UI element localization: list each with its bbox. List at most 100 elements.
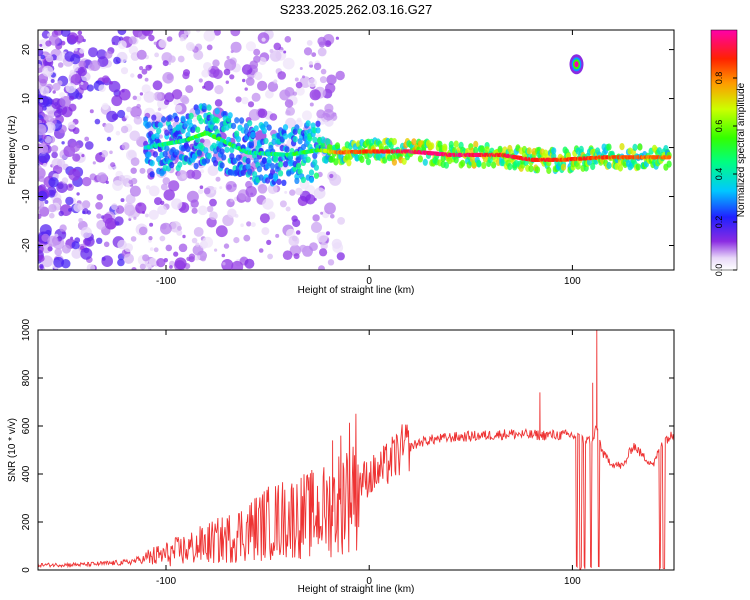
spectrogram-noise-blob: [39, 206, 50, 217]
spectrogram-noise-blob: [44, 200, 49, 204]
spectrogram-noise-blob: [301, 110, 313, 121]
spectrogram-noise-blob: [109, 150, 113, 155]
spectrogram-y-label: Frequency (Hz): [7, 116, 18, 185]
spectrogram-noise-blob: [148, 185, 160, 197]
spectrogram-noise-blob: [79, 52, 85, 58]
spectrogram-noise-blob: [144, 77, 149, 82]
spectrogram-noise-blob: [285, 206, 291, 212]
spectrogram-noise-blob: [57, 158, 66, 168]
spectrogram-noise-blob: [230, 198, 234, 203]
spectrogram-noise-blob: [242, 78, 246, 83]
spectrogram-ridge-halo: [312, 159, 318, 166]
spectrogram-noise-blob: [240, 223, 244, 227]
spectrogram-noise-blob: [156, 258, 166, 268]
spectrogram-noise-blob: [160, 222, 172, 235]
spectrogram-noise-blob: [327, 259, 335, 266]
spectrogram-noise-blob: [275, 233, 280, 238]
spectrogram-ridge-halo: [226, 136, 232, 144]
spectrogram-noise-blob: [130, 106, 142, 118]
snr-frame: [37, 329, 675, 571]
spectrogram-noise-blob: [249, 176, 253, 180]
spectrogram-noise-blob: [38, 124, 47, 136]
spectrogram-ridge-halo: [195, 126, 201, 133]
spectrogram-noise-blob: [148, 209, 159, 220]
spectrogram-ridge-halo: [164, 145, 170, 152]
spectrogram-marks: [38, 30, 672, 270]
spectrogram-noise-blob: [68, 168, 81, 181]
spectrogram-noise-blob: [38, 175, 45, 183]
spectrogram-noise-blob: [47, 33, 51, 37]
spectrogram-noise-blob: [54, 248, 62, 256]
spectrogram-noise-blob: [56, 55, 63, 62]
spectrogram-noise-blob: [330, 214, 335, 219]
spectrogram-ridge-halo: [295, 162, 302, 170]
spectrogram-ridge-halo: [575, 162, 581, 170]
spectrogram-noise-blob: [283, 50, 287, 54]
spectrogram-noise-blob: [247, 101, 255, 108]
spectrogram-noise-blob: [148, 34, 155, 42]
spectrogram-noise-blob: [77, 30, 83, 36]
spectrogram-ridge-halo: [359, 155, 365, 163]
spectrogram-noise-blob: [181, 174, 187, 179]
spectrogram-noise-blob: [258, 57, 267, 65]
spectrogram-ridge-halo: [294, 124, 300, 131]
spectrogram-noise-blob: [222, 259, 233, 270]
spectrogram-noise-blob: [225, 80, 229, 84]
spectrogram-noise-blob: [226, 55, 230, 60]
spectrogram-noise-blob: [224, 58, 237, 71]
spectrogram-noise-blob: [182, 72, 190, 80]
spectrogram-ridge-halo: [401, 157, 407, 165]
spectrogram-ridge-halo: [227, 112, 233, 119]
spectrogram-noise-blob: [227, 208, 237, 218]
spectrogram-noise-blob: [177, 55, 185, 63]
spectrogram-noise-blob: [212, 69, 223, 80]
snr-y-tick-label: 200: [21, 513, 32, 530]
spectrogram-ridge-halo: [310, 122, 316, 129]
spectrogram-noise-blob: [96, 237, 103, 244]
spectrogram-ridge-halo: [453, 140, 459, 148]
spectrogram-noise-blob: [198, 188, 204, 195]
spectrogram-noise-blob: [158, 134, 163, 139]
spectrogram-noise-blob: [289, 244, 302, 257]
spectrogram-noise-blob: [78, 218, 83, 223]
spectrogram-noise-blob: [317, 47, 327, 57]
spectrogram-noise-blob: [95, 80, 99, 84]
colorbar-label: Normalized spectral amplitude: [736, 82, 747, 217]
spectrogram-x-tick-label: -100: [156, 276, 176, 287]
spectrogram-ridge-halo: [235, 154, 241, 161]
spectrogram-ridge-halo: [460, 159, 466, 167]
spectrogram-noise-blob: [313, 62, 322, 71]
spectrogram-ridge-halo: [635, 163, 641, 171]
spectrogram-noise-blob: [254, 71, 263, 81]
spectrogram-noise-blob: [233, 237, 240, 244]
spectrogram-noise-blob: [203, 187, 211, 195]
spectrogram-noise-blob: [229, 74, 235, 80]
spectrogram-noise-blob: [72, 153, 81, 162]
spectrogram-ridge-halo: [297, 168, 303, 175]
spectrogram-noise-blob: [86, 84, 94, 92]
snr-y-ticks: 0 200 400 600 800 1000: [21, 318, 674, 573]
spectrogram-noise-blob: [81, 154, 85, 158]
spectrogram-ridge-halo: [252, 171, 258, 178]
spectrogram-noise-blob: [124, 202, 134, 212]
spectrogram-noise-blob: [299, 244, 307, 253]
spectrogram-noise-blob: [261, 227, 270, 236]
spectrogram-noise-blob: [38, 164, 42, 172]
spectrogram-noise-blob: [302, 75, 305, 79]
spectrogram-noise-blob: [132, 95, 137, 101]
spectrogram-noise-blob: [306, 40, 313, 46]
spectrogram-noise-blob: [69, 95, 75, 101]
spectrogram-noise-blob: [203, 30, 216, 42]
spectrogram-isolated-peak: [574, 61, 579, 68]
spectrogram-noise-blob: [288, 235, 300, 247]
spectrogram-ridge-halo: [162, 150, 168, 158]
spectrogram-noise-blob: [223, 68, 231, 76]
spectrogram-noise-blob: [101, 102, 109, 110]
spectrogram-noise-blob: [115, 130, 121, 136]
spectrogram-noise-blob: [111, 95, 123, 107]
spectrogram-ridge-halo: [617, 164, 624, 172]
spectrogram-noise-blob: [153, 41, 157, 45]
colorbar-tick-label: 0.6: [714, 120, 724, 133]
spectrogram-noise-blob: [244, 87, 248, 91]
spectrogram-ridge-halo: [253, 125, 259, 132]
